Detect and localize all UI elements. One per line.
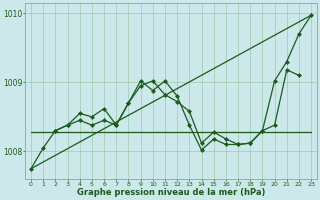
X-axis label: Graphe pression niveau de la mer (hPa): Graphe pression niveau de la mer (hPa) [77,188,265,197]
